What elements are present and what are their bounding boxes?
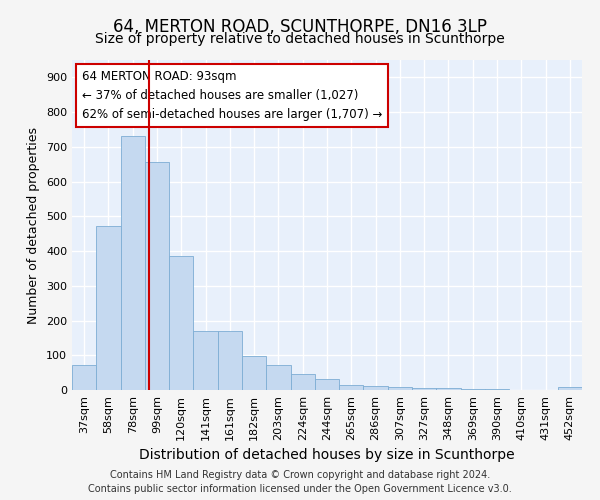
Text: Size of property relative to detached houses in Scunthorpe: Size of property relative to detached ho… (95, 32, 505, 46)
Bar (72, 365, 96, 390)
Bar (315, 379, 339, 390)
Bar (145, 162, 169, 390)
X-axis label: Distribution of detached houses by size in Scunthorpe: Distribution of detached houses by size … (139, 448, 515, 462)
Bar (169, 256, 193, 390)
Bar (364, 386, 388, 390)
Bar (218, 331, 242, 390)
Text: 64 MERTON ROAD: 93sqm
← 37% of detached houses are smaller (1,027)
62% of semi-d: 64 MERTON ROAD: 93sqm ← 37% of detached … (82, 70, 383, 121)
Bar (193, 331, 218, 390)
Bar (461, 388, 485, 390)
Bar (121, 136, 145, 390)
Text: Contains HM Land Registry data © Crown copyright and database right 2024.
Contai: Contains HM Land Registry data © Crown c… (88, 470, 512, 494)
Bar (558, 387, 582, 390)
Bar (339, 385, 364, 390)
Bar (290, 374, 315, 390)
Bar (412, 388, 436, 390)
Bar (388, 387, 412, 390)
Text: 64, MERTON ROAD, SCUNTHORPE, DN16 3LP: 64, MERTON ROAD, SCUNTHORPE, DN16 3LP (113, 18, 487, 36)
Bar (242, 356, 266, 390)
Bar (436, 388, 461, 390)
Y-axis label: Number of detached properties: Number of detached properties (28, 126, 40, 324)
Bar (96, 226, 121, 390)
Bar (266, 365, 290, 390)
